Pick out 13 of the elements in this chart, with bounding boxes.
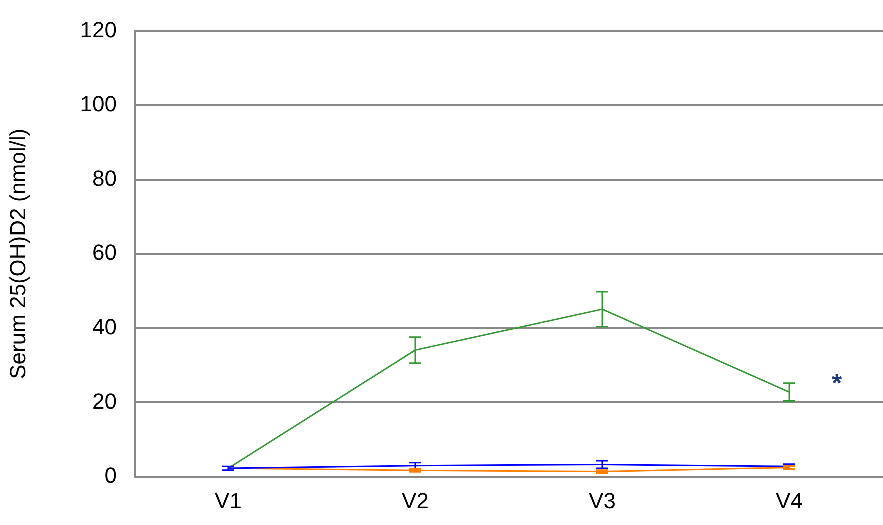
x-tick-label: V3 xyxy=(589,488,616,514)
x-tick-label: V1 xyxy=(215,488,242,514)
y-tick-label: 60 xyxy=(92,240,117,266)
y-tick-label: 80 xyxy=(92,166,117,191)
y-tick-label: 120 xyxy=(80,17,117,42)
y-tick-label: 20 xyxy=(92,388,117,414)
x-tick-label: V4 xyxy=(776,488,803,514)
y-tick-label: 40 xyxy=(92,314,117,340)
y-tick-label: 100 xyxy=(80,92,117,117)
x-tick-label: V2 xyxy=(402,488,429,514)
y-axis-title: Serum 25(OH)D2 (nmol/l) xyxy=(5,128,30,380)
annotation: * xyxy=(832,368,843,398)
y-tick-label: 0 xyxy=(104,463,117,488)
